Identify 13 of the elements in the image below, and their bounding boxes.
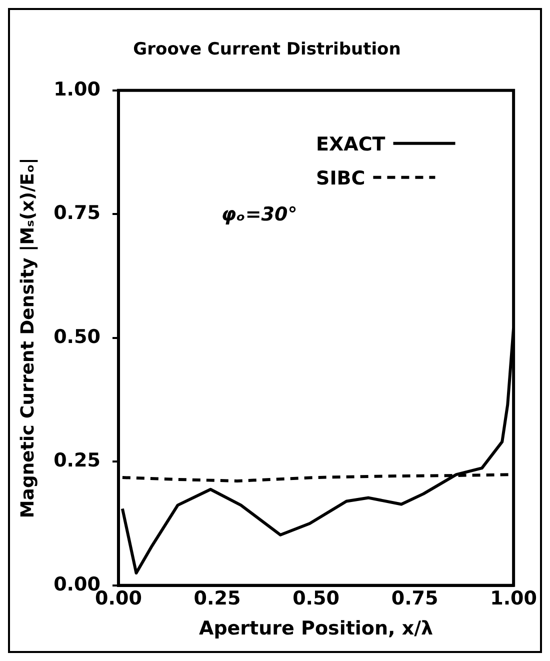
chart-title: Groove Current Distribution bbox=[133, 40, 401, 60]
annotation: φₒ=30° bbox=[221, 203, 298, 226]
x-tick-label: 0.50 bbox=[292, 588, 340, 610]
x-tick-label: 1.00 bbox=[490, 588, 538, 610]
legend-label: SIBC bbox=[316, 167, 366, 190]
y-tick-label: 0.50 bbox=[54, 326, 100, 348]
x-tick-label: 0.75 bbox=[391, 588, 438, 610]
x-tick-label: 0.25 bbox=[194, 588, 241, 610]
y-axis-title: Magnetic Current Density |Mₛ(x)/Eₒ| bbox=[17, 158, 38, 518]
y-tick-label: 0.75 bbox=[54, 202, 100, 224]
y-tick-label: 0.25 bbox=[54, 450, 100, 472]
legend-label: EXACT bbox=[316, 133, 386, 156]
y-tick-label: 1.00 bbox=[54, 78, 100, 100]
